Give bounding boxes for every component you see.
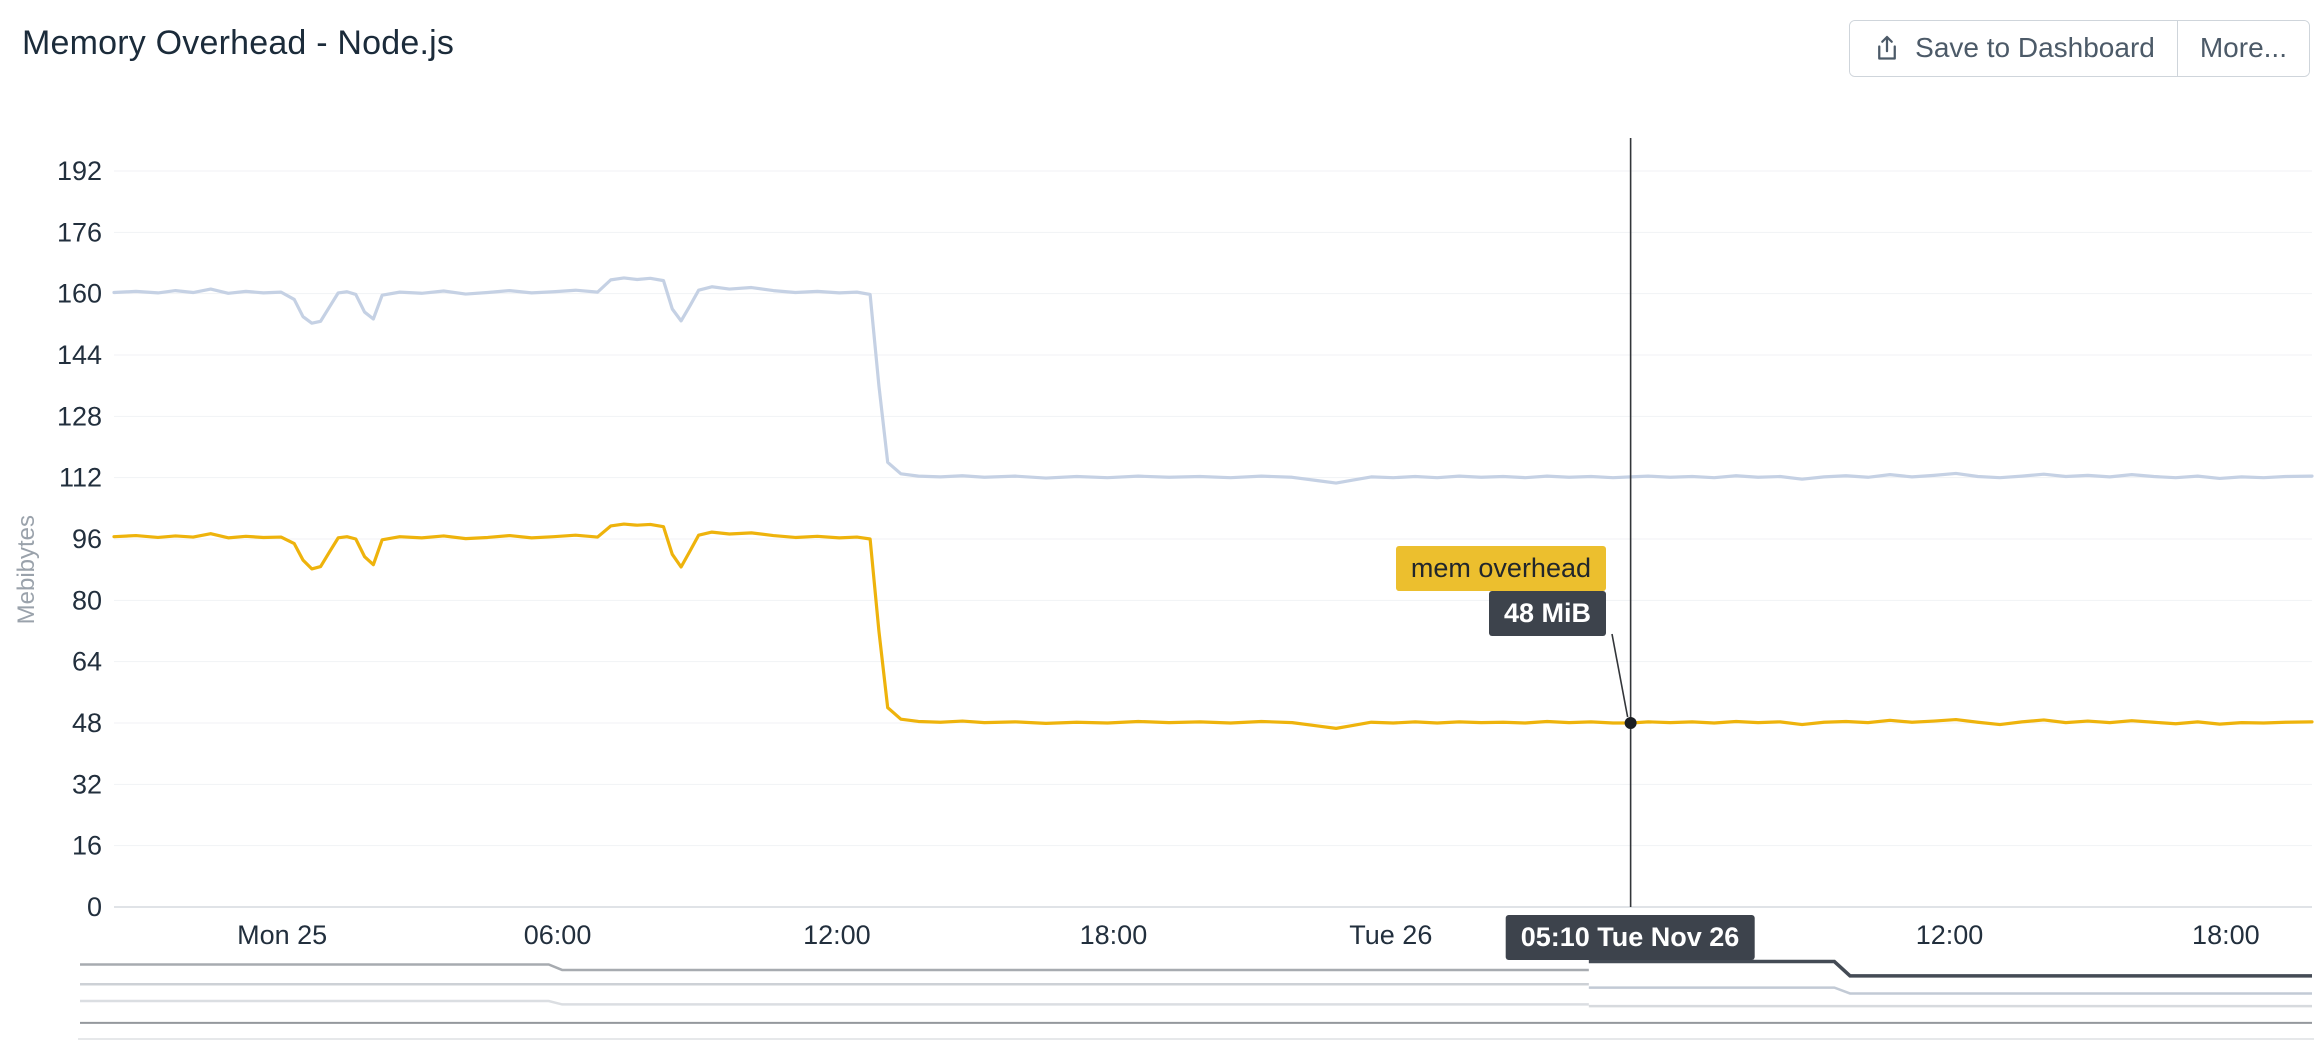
y-tick-label: 80 [72,585,102,615]
series-line-series-blue [112,276,2314,485]
y-tick-label: 48 [72,708,102,738]
chart-actions: Save to Dashboard More... [1849,20,2310,77]
x-tick-label: 12:00 [1916,920,1984,950]
x-tick-label: 12:00 [803,920,871,950]
x-tick-label: Tue 26 [1349,920,1432,950]
more-button[interactable]: More... [2176,21,2309,76]
y-tick-label: 96 [72,524,102,554]
y-tick-label: 0 [87,892,102,922]
y-tick-label: 176 [57,217,102,247]
overview-series [80,999,1589,1006]
y-tick-label: 128 [57,401,102,431]
x-tick-label: 18:00 [2192,920,2260,950]
upload-icon [1872,33,1902,63]
overview-series [80,963,1589,972]
overview-minimap-canvas[interactable] [78,954,2314,1038]
save-to-dashboard-button[interactable]: Save to Dashboard [1850,21,2177,76]
x-tick-label: 06:00 [524,920,592,950]
tooltip-connector [1611,633,1629,718]
series-line-mem-overhead [112,522,2314,730]
tooltip-series-badge: mem overhead [1395,546,1606,591]
panel-header: Memory Overhead - Node.js Save to Dashbo… [0,0,2320,92]
y-tick-label: 160 [57,279,102,309]
y-tick-label: 64 [72,647,102,677]
page-title: Memory Overhead - Node.js [22,24,455,62]
crosshair-time-badge: 05:10 Tue Nov 26 [1505,915,1755,960]
x-tick-label: Mon 25 [237,920,327,950]
more-label: More... [2199,32,2287,63]
overview-series [1588,959,2312,978]
y-tick-label: 144 [57,340,102,370]
overview-minimap[interactable] [78,954,2314,1040]
cursor-point [1624,717,1637,729]
y-tick-label: 112 [59,463,102,493]
x-tick-label: 18:00 [1080,920,1148,950]
y-tick-label: 16 [72,831,102,861]
save-to-dashboard-label: Save to Dashboard [1915,32,2155,63]
y-axis-title: Mebibytes [13,515,40,624]
tooltip-value-badge: 48 MiB [1488,591,1606,636]
overview-series [1588,986,2312,995]
y-tick-label: 32 [72,769,102,799]
y-tick-label: 192 [57,156,102,186]
